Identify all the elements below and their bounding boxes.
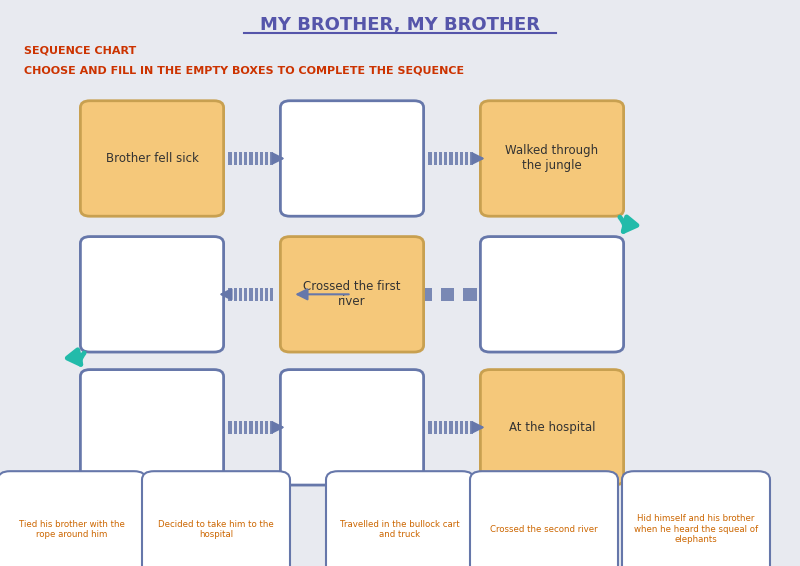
Bar xyxy=(239,421,242,434)
Bar xyxy=(244,421,247,434)
Bar xyxy=(229,152,231,165)
Bar xyxy=(351,288,365,301)
FancyBboxPatch shape xyxy=(0,471,146,566)
FancyBboxPatch shape xyxy=(80,101,223,216)
Bar xyxy=(234,288,237,301)
Bar xyxy=(239,152,242,165)
Bar xyxy=(254,152,258,165)
Bar xyxy=(374,288,387,301)
Bar xyxy=(463,288,477,301)
Bar xyxy=(450,421,453,434)
FancyBboxPatch shape xyxy=(326,471,474,566)
Bar xyxy=(441,288,454,301)
Bar xyxy=(454,152,458,165)
FancyBboxPatch shape xyxy=(480,370,623,485)
Bar xyxy=(434,421,437,434)
FancyBboxPatch shape xyxy=(470,471,618,566)
FancyBboxPatch shape xyxy=(280,237,424,352)
Bar xyxy=(229,288,231,301)
FancyBboxPatch shape xyxy=(80,237,223,352)
Bar xyxy=(229,421,231,434)
Text: Crossed the first
river: Crossed the first river xyxy=(303,280,401,308)
FancyBboxPatch shape xyxy=(142,471,290,566)
Bar xyxy=(265,152,268,165)
Text: Hid himself and his brother
when he heard the squeal of
elephants: Hid himself and his brother when he hear… xyxy=(634,514,758,544)
FancyBboxPatch shape xyxy=(622,471,770,566)
Text: Brother fell sick: Brother fell sick xyxy=(106,152,198,165)
Bar xyxy=(260,288,263,301)
Bar xyxy=(239,288,242,301)
Text: Crossed the second river: Crossed the second river xyxy=(490,525,598,534)
Bar xyxy=(465,421,468,434)
Text: CHOOSE AND FILL IN THE EMPTY BOXES TO COMPLETE THE SEQUENCE: CHOOSE AND FILL IN THE EMPTY BOXES TO CO… xyxy=(24,66,464,76)
Bar xyxy=(250,421,253,434)
Bar xyxy=(234,421,237,434)
Bar xyxy=(396,288,410,301)
Bar xyxy=(250,288,253,301)
Bar xyxy=(508,288,521,301)
Text: MY BROTHER, MY BROTHER: MY BROTHER, MY BROTHER xyxy=(260,16,540,35)
Text: Decided to take him to the
hospital: Decided to take him to the hospital xyxy=(158,520,274,539)
FancyBboxPatch shape xyxy=(280,101,424,216)
Text: Tied his brother with the
rope around him: Tied his brother with the rope around hi… xyxy=(19,520,125,539)
Bar xyxy=(250,152,253,165)
Bar xyxy=(450,152,453,165)
Bar xyxy=(265,421,268,434)
Bar xyxy=(260,152,263,165)
Bar xyxy=(270,421,274,434)
Bar xyxy=(429,421,431,434)
Bar xyxy=(270,288,274,301)
Bar xyxy=(270,152,274,165)
Text: Walked through
the jungle: Walked through the jungle xyxy=(506,144,598,173)
Bar xyxy=(265,288,268,301)
Bar xyxy=(254,288,258,301)
Bar xyxy=(429,152,431,165)
Bar xyxy=(444,421,447,434)
Bar xyxy=(460,421,463,434)
Bar xyxy=(460,152,463,165)
Bar xyxy=(418,288,432,301)
Text: SEQUENCE CHART: SEQUENCE CHART xyxy=(24,46,136,56)
FancyBboxPatch shape xyxy=(280,370,424,485)
Text: At the hospital: At the hospital xyxy=(509,421,595,434)
FancyBboxPatch shape xyxy=(480,101,623,216)
Bar xyxy=(439,152,442,165)
Bar xyxy=(470,421,474,434)
Bar xyxy=(470,152,474,165)
Bar xyxy=(244,152,247,165)
Bar xyxy=(486,288,499,301)
FancyBboxPatch shape xyxy=(480,237,623,352)
Bar xyxy=(439,421,442,434)
Bar xyxy=(530,288,543,301)
Bar xyxy=(465,152,468,165)
Bar xyxy=(234,152,237,165)
Bar xyxy=(434,152,437,165)
Bar xyxy=(254,421,258,434)
Bar xyxy=(244,288,247,301)
Bar xyxy=(260,421,263,434)
Bar xyxy=(454,421,458,434)
Text: Travelled in the bullock cart
and truck: Travelled in the bullock cart and truck xyxy=(340,520,460,539)
Bar xyxy=(444,152,447,165)
FancyBboxPatch shape xyxy=(80,370,223,485)
